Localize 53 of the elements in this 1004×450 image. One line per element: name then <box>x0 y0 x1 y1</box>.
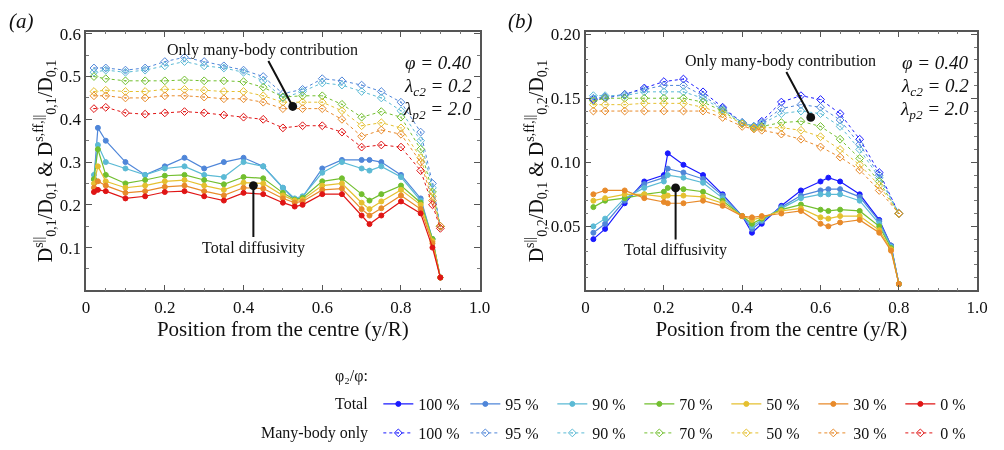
annotation: λ$_{c2}$ = 0.2 <box>901 75 970 99</box>
x-tick-label: 0 <box>581 297 590 317</box>
annotation: Total diffusivity <box>202 239 306 257</box>
annotation: λ$_{p2}$ = 2.0 <box>900 98 970 122</box>
x-axis-title: Position from the centre (y/R) <box>655 316 908 341</box>
x-tick-label: 0.6 <box>809 297 832 317</box>
x-tick-label: 1.0 <box>966 297 988 317</box>
y-tick-label: 0.5 <box>59 67 81 87</box>
legend-label: 0 % <box>940 425 966 443</box>
x-tick-label: 0.6 <box>311 297 333 317</box>
legend-label: 70 % <box>679 425 713 443</box>
annotation: λ$_{c2}$ = 0.2 <box>404 75 473 99</box>
legend-label: 30 % <box>853 425 887 443</box>
x-tick-label: 0.4 <box>232 297 255 317</box>
y-tick-label: 0.4 <box>59 110 82 130</box>
y-tick-label: 0.3 <box>59 153 81 173</box>
annotation: φ = 0.40 <box>405 52 472 73</box>
y-tick-label: 0.6 <box>59 24 81 44</box>
legend-label: 95 % <box>505 425 539 443</box>
x-tick-label: 0.2 <box>154 297 176 317</box>
y-tick-label: 0.10 <box>550 153 581 173</box>
x-tick-label: 0 <box>81 297 91 317</box>
chart-title: (b) <box>508 9 533 33</box>
annotation: Total diffusivity <box>624 241 728 259</box>
legend-label: 100 % <box>418 425 460 443</box>
legend-label: 0 % <box>940 396 966 414</box>
legend-label: 50 % <box>766 396 800 414</box>
legend-label: 100 % <box>418 396 460 414</box>
legend-label: 70 % <box>679 396 713 414</box>
y-tick-label: 0.1 <box>59 238 81 258</box>
x-tick-label: 0.8 <box>390 297 412 317</box>
chart-title: (a) <box>9 9 34 33</box>
legend-label: 30 % <box>853 396 887 414</box>
y-tick-label: 0.05 <box>550 217 581 237</box>
text: Total <box>335 395 369 412</box>
y-tick-label: 0.2 <box>59 195 81 215</box>
x-tick-label: 1.0 <box>469 297 491 317</box>
x-axis-title: Position from the centre (y/R) <box>156 316 409 341</box>
y-tick-label: 0.15 <box>550 89 581 109</box>
legend-label: 50 % <box>766 425 800 443</box>
legend-title: φ₂/φ: <box>335 367 368 385</box>
text: Many-body only <box>261 424 369 442</box>
annotation: Only many-body contribution <box>167 41 359 59</box>
annotation: λ$_{p2}$ = 2.0 <box>403 98 473 122</box>
legend-label: 90 % <box>592 396 626 414</box>
annotation: φ = 0.40 <box>902 52 969 73</box>
legend-label: 95 % <box>505 396 539 414</box>
legend-label: 90 % <box>592 425 626 443</box>
annotation: Only many-body contribution <box>685 52 877 70</box>
y-tick-label: 0.20 <box>550 25 581 45</box>
x-tick-label: 0.2 <box>653 297 675 317</box>
x-tick-label: 0.8 <box>888 297 910 317</box>
x-tick-label: 0.4 <box>731 297 754 317</box>
